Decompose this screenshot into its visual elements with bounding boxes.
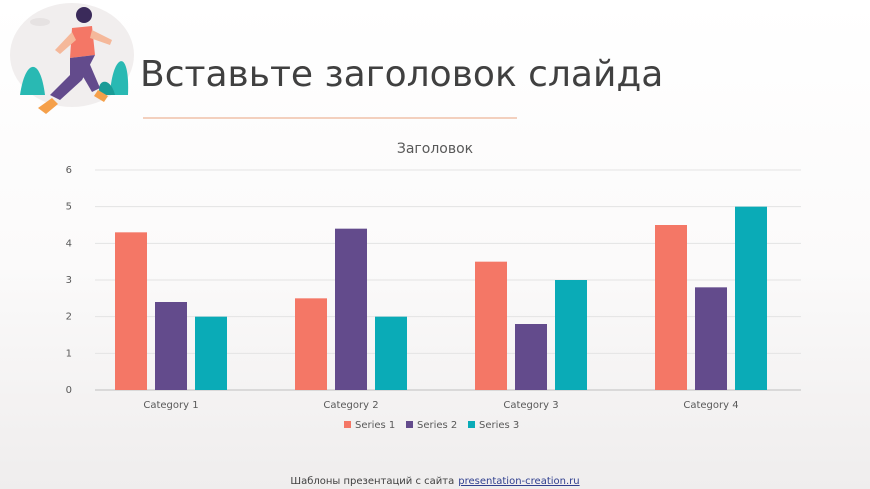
x-tick-label: Category 3 xyxy=(503,400,558,411)
bar xyxy=(195,316,227,390)
bar xyxy=(555,280,587,390)
y-tick-label: 0 xyxy=(66,385,72,396)
bar xyxy=(695,287,727,390)
x-tick-label: Category 4 xyxy=(683,400,738,411)
footer: Шаблоны презентаций с сайта presentation-… xyxy=(0,476,870,487)
bar xyxy=(735,206,767,390)
legend-swatch xyxy=(468,421,475,428)
bar xyxy=(115,232,147,390)
legend-label: Series 3 xyxy=(479,420,519,431)
bar xyxy=(475,261,507,390)
footer-text: Шаблоны презентаций с сайта xyxy=(290,476,455,487)
y-tick-label: 5 xyxy=(66,202,72,213)
y-tick-label: 3 xyxy=(66,275,72,286)
bar xyxy=(515,324,547,390)
chart-title: Заголовок xyxy=(397,141,473,157)
legend-swatch xyxy=(344,421,351,428)
y-tick-label: 1 xyxy=(66,348,72,359)
runner-illustration xyxy=(10,3,134,114)
legend-label: Series 2 xyxy=(417,420,457,431)
x-tick-label: Category 1 xyxy=(143,400,198,411)
legend-swatch xyxy=(406,421,413,428)
bar xyxy=(655,225,687,390)
slide-title: Вставьте заголовок слайда xyxy=(140,54,663,95)
bar xyxy=(295,298,327,390)
bar xyxy=(155,302,187,390)
y-tick-label: 2 xyxy=(66,312,72,323)
bar xyxy=(335,228,367,390)
legend-label: Series 1 xyxy=(355,420,395,431)
y-tick-label: 4 xyxy=(66,238,72,249)
x-tick-label: Category 2 xyxy=(323,400,378,411)
bar xyxy=(375,316,407,390)
y-tick-label: 6 xyxy=(66,165,72,176)
footer-link[interactable]: presentation-creation.ru xyxy=(458,476,580,487)
